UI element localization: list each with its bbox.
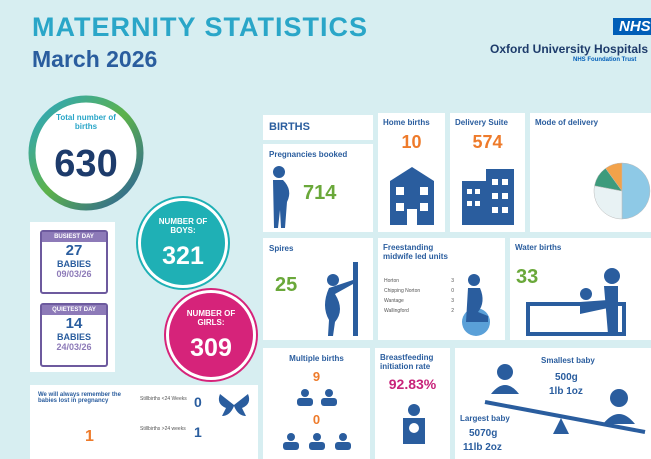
infographic: MATERNITY STATISTICS March 2026 NHS Oxfo… (0, 0, 651, 459)
boys-value: 321 (140, 242, 226, 271)
remember-count: 1 (85, 428, 94, 446)
home-label: Home births (378, 113, 445, 132)
subtitle: March 2026 (32, 46, 157, 73)
item-value: 0 (194, 394, 202, 410)
butterfly-icon (216, 390, 252, 420)
triplets-value: 0 (263, 412, 370, 427)
spires-value: 25 (275, 274, 297, 297)
unit-name: Wantage (384, 298, 404, 304)
pie-slice (594, 186, 622, 219)
unit-name: Chipping Norton (384, 288, 420, 294)
spires-card: Spires 25 (263, 238, 373, 340)
breastfeeding-label: Breastfeeding initiation rate (375, 348, 450, 376)
multiple-card: Multiple births 9 0 (263, 348, 370, 459)
births-header-card: BIRTHS (263, 115, 373, 140)
item-label: Stillbirths <24 Weeks (140, 396, 200, 402)
total-label: Total number of births (48, 113, 124, 131)
total-value: 630 (40, 143, 132, 186)
ball-icon (450, 272, 502, 338)
spires-icon (313, 258, 371, 338)
delivery-card: Delivery Suite 574 (450, 113, 525, 232)
home-value: 10 (378, 132, 445, 153)
delivery-value: 574 (450, 132, 525, 153)
item-label: Stillbirths >24 weeks (140, 426, 200, 432)
pregnancies-label: Pregnancies booked (263, 144, 373, 165)
organisation: Oxford University Hospitals (490, 42, 648, 56)
triplets-icon (279, 432, 355, 452)
multiple-label: Multiple births (263, 348, 370, 369)
trust: NHS Foundation Trust (573, 57, 636, 63)
births-heading: BIRTHS (263, 115, 373, 139)
pie-slice (622, 163, 650, 219)
freestanding-label: Freestanding midwife led units (378, 238, 468, 266)
unit-name: Horton (384, 278, 399, 284)
quietest-calendar: QUIETEST DAY 14 BABIES 24/03/26 (40, 303, 108, 367)
pregnancies-card: Pregnancies booked 714 (263, 144, 373, 232)
breastfeeding-card: Breastfeeding initiation rate 92.83% (375, 348, 450, 459)
busiest-label: BUSIEST DAY (42, 232, 106, 242)
pregnancies-value: 714 (303, 182, 336, 205)
weights-card: Smallest baby 500g 1lb 1oz Largest baby … (455, 348, 651, 459)
delivery-label: Delivery Suite (450, 113, 525, 132)
quietest-unit: BABIES (42, 332, 106, 342)
feeding-icon (399, 404, 429, 444)
girls-label: NUMBER OF GIRLS: (178, 309, 244, 327)
boys-label: NUMBER OF BOYS: (150, 217, 216, 235)
busiest-calendar: BUSIEST DAY 27 BABIES 09/03/26 (40, 230, 108, 294)
busiest-count: 27 (42, 242, 106, 259)
pool-icon (524, 264, 650, 338)
unit-name: Wallingford (384, 308, 409, 314)
twins-icon (293, 388, 341, 408)
pie-chart (592, 161, 651, 221)
seesaw-icon (475, 358, 651, 448)
item-value: 1 (194, 424, 202, 440)
water-card: Water births 33 (510, 238, 651, 340)
mode-label: Mode of delivery (530, 113, 651, 132)
quietest-date: 24/03/26 (42, 342, 106, 352)
water-label: Water births (510, 238, 651, 257)
title: MATERNITY STATISTICS (32, 12, 368, 43)
hospital-icon (460, 165, 516, 227)
quietest-label: QUIETEST DAY (42, 305, 106, 315)
busiest-date: 09/03/26 (42, 269, 106, 279)
girls-value: 309 (168, 334, 254, 363)
breastfeeding-value: 92.83% (375, 376, 450, 392)
twins-value: 9 (263, 369, 370, 384)
house-icon (386, 165, 438, 227)
nhs-logo: NHS (613, 18, 651, 35)
home-card: Home births 10 (378, 113, 445, 232)
busiest-unit: BABIES (42, 259, 106, 269)
spires-label: Spires (263, 238, 373, 259)
pregnant-icon (267, 164, 293, 230)
remember-text: We will always remember the babies lost … (38, 392, 126, 404)
quietest-count: 14 (42, 315, 106, 332)
mode-card: Mode of delivery (530, 113, 651, 232)
